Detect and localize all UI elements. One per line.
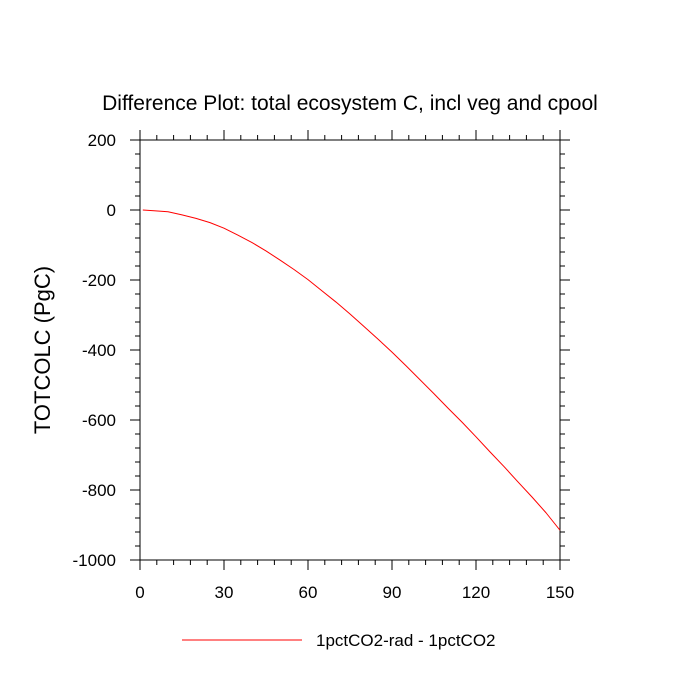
series-line-0 bbox=[142, 209, 561, 531]
y-tick-label: 200 bbox=[88, 131, 116, 150]
legend-label: 1pctCO2-rad - 1pctCO2 bbox=[316, 631, 496, 650]
chart-title: Difference Plot: total ecosystem C, incl… bbox=[102, 92, 598, 115]
tick-labels: 0 30 60 90 120 150 200 0 -200 -400 -600 -800 -1000 bbox=[73, 131, 575, 602]
x-tick-label: 30 bbox=[215, 583, 234, 602]
x-tick-label: 60 bbox=[299, 583, 318, 602]
axis-ticks bbox=[130, 130, 570, 570]
y-tick-label: 0 bbox=[107, 201, 116, 220]
x-tick-label: 0 bbox=[135, 583, 144, 602]
series-lines bbox=[142, 209, 561, 531]
y-tick-label: -1000 bbox=[73, 551, 116, 570]
plot-frame bbox=[139, 139, 561, 561]
x-tick-label: 120 bbox=[462, 583, 490, 602]
y-tick-label: -200 bbox=[82, 271, 116, 290]
x-tick-label: 150 bbox=[546, 583, 574, 602]
y-axis-label: TOTCOLC (PgC) bbox=[30, 266, 55, 434]
legend: 1pctCO2-rad - 1pctCO2 bbox=[182, 631, 496, 650]
x-tick-label: 90 bbox=[383, 583, 402, 602]
y-tick-label: -400 bbox=[82, 341, 116, 360]
y-tick-label: -800 bbox=[82, 481, 116, 500]
y-tick-label: -600 bbox=[82, 411, 116, 430]
